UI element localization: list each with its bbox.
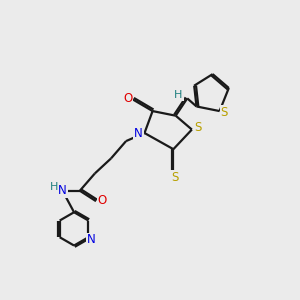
Text: H: H <box>50 182 58 192</box>
Text: O: O <box>123 92 133 105</box>
Text: O: O <box>98 194 107 206</box>
Text: H: H <box>174 90 183 100</box>
Text: S: S <box>194 121 201 134</box>
Text: S: S <box>220 106 228 119</box>
Text: N: N <box>87 233 96 247</box>
Text: N: N <box>58 184 67 197</box>
Text: S: S <box>171 171 178 184</box>
Text: N: N <box>134 127 143 140</box>
